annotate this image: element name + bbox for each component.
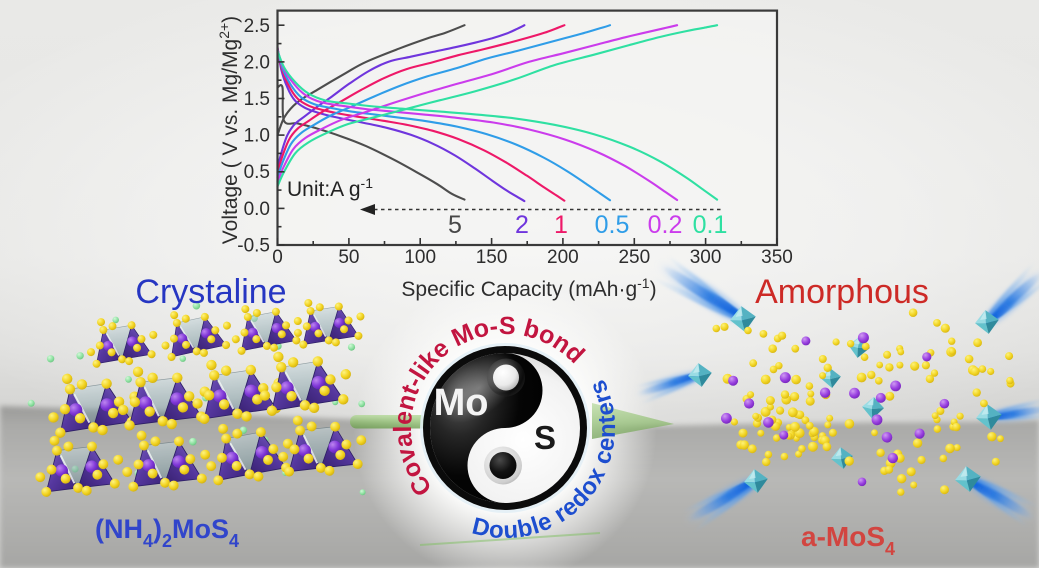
svg-text:o: o (470, 313, 491, 344)
svg-text:a: a (389, 431, 419, 449)
svg-text:5: 5 (448, 211, 462, 239)
svg-text:b: b (515, 514, 535, 543)
svg-text:e: e (389, 409, 418, 426)
svg-text:b: b (521, 314, 543, 345)
svg-text:1: 1 (554, 211, 568, 239)
svg-text:2: 2 (515, 211, 529, 239)
svg-text:-0.5: -0.5 (237, 236, 270, 257)
svg-text:1.5: 1.5 (244, 89, 270, 110)
svg-text:0.0: 0.0 (244, 199, 270, 220)
svg-text:o: o (488, 516, 505, 544)
svg-text:Mo: Mo (434, 382, 489, 424)
svg-text:Specific Capacity (mAh·g-1): Specific Capacity (mAh·g-1) (401, 275, 656, 301)
svg-text:l: l (389, 425, 417, 432)
svg-text:2.5: 2.5 (244, 16, 270, 37)
svg-text:Unit:A g-1: Unit:A g-1 (287, 175, 373, 201)
svg-text:0.1: 0.1 (693, 211, 728, 239)
svg-text:2.0: 2.0 (244, 52, 270, 73)
svg-text:250: 250 (618, 247, 650, 268)
svg-text:350: 350 (761, 247, 793, 268)
svg-text:n: n (391, 391, 422, 413)
svg-text:0.5: 0.5 (595, 211, 630, 239)
svg-text:t: t (593, 414, 621, 424)
svg-text:e: e (591, 400, 620, 418)
svg-text:50: 50 (338, 247, 359, 268)
svg-text:200: 200 (547, 247, 579, 268)
svg-text:S: S (499, 312, 516, 340)
svg-text:S: S (534, 419, 556, 456)
svg-text:150: 150 (476, 247, 508, 268)
svg-text:0: 0 (272, 247, 283, 268)
svg-text:-: - (488, 312, 499, 341)
svg-text:0.2: 0.2 (648, 211, 683, 239)
svg-text:u: u (503, 516, 519, 544)
svg-text:300: 300 (690, 247, 722, 268)
svg-text:n: n (594, 423, 621, 438)
svg-text:0.5: 0.5 (244, 162, 270, 183)
svg-text:Crystaline: Crystaline (135, 273, 286, 311)
svg-text:100: 100 (404, 247, 436, 268)
svg-text:e: e (592, 435, 621, 452)
svg-text:D: D (470, 513, 493, 543)
svg-text:Voltage ( V vs. Mg/Mg2+): Voltage ( V vs. Mg/Mg2+) (216, 16, 242, 244)
svg-text:Amorphous: Amorphous (755, 273, 929, 311)
svg-text:1.0: 1.0 (244, 126, 270, 147)
